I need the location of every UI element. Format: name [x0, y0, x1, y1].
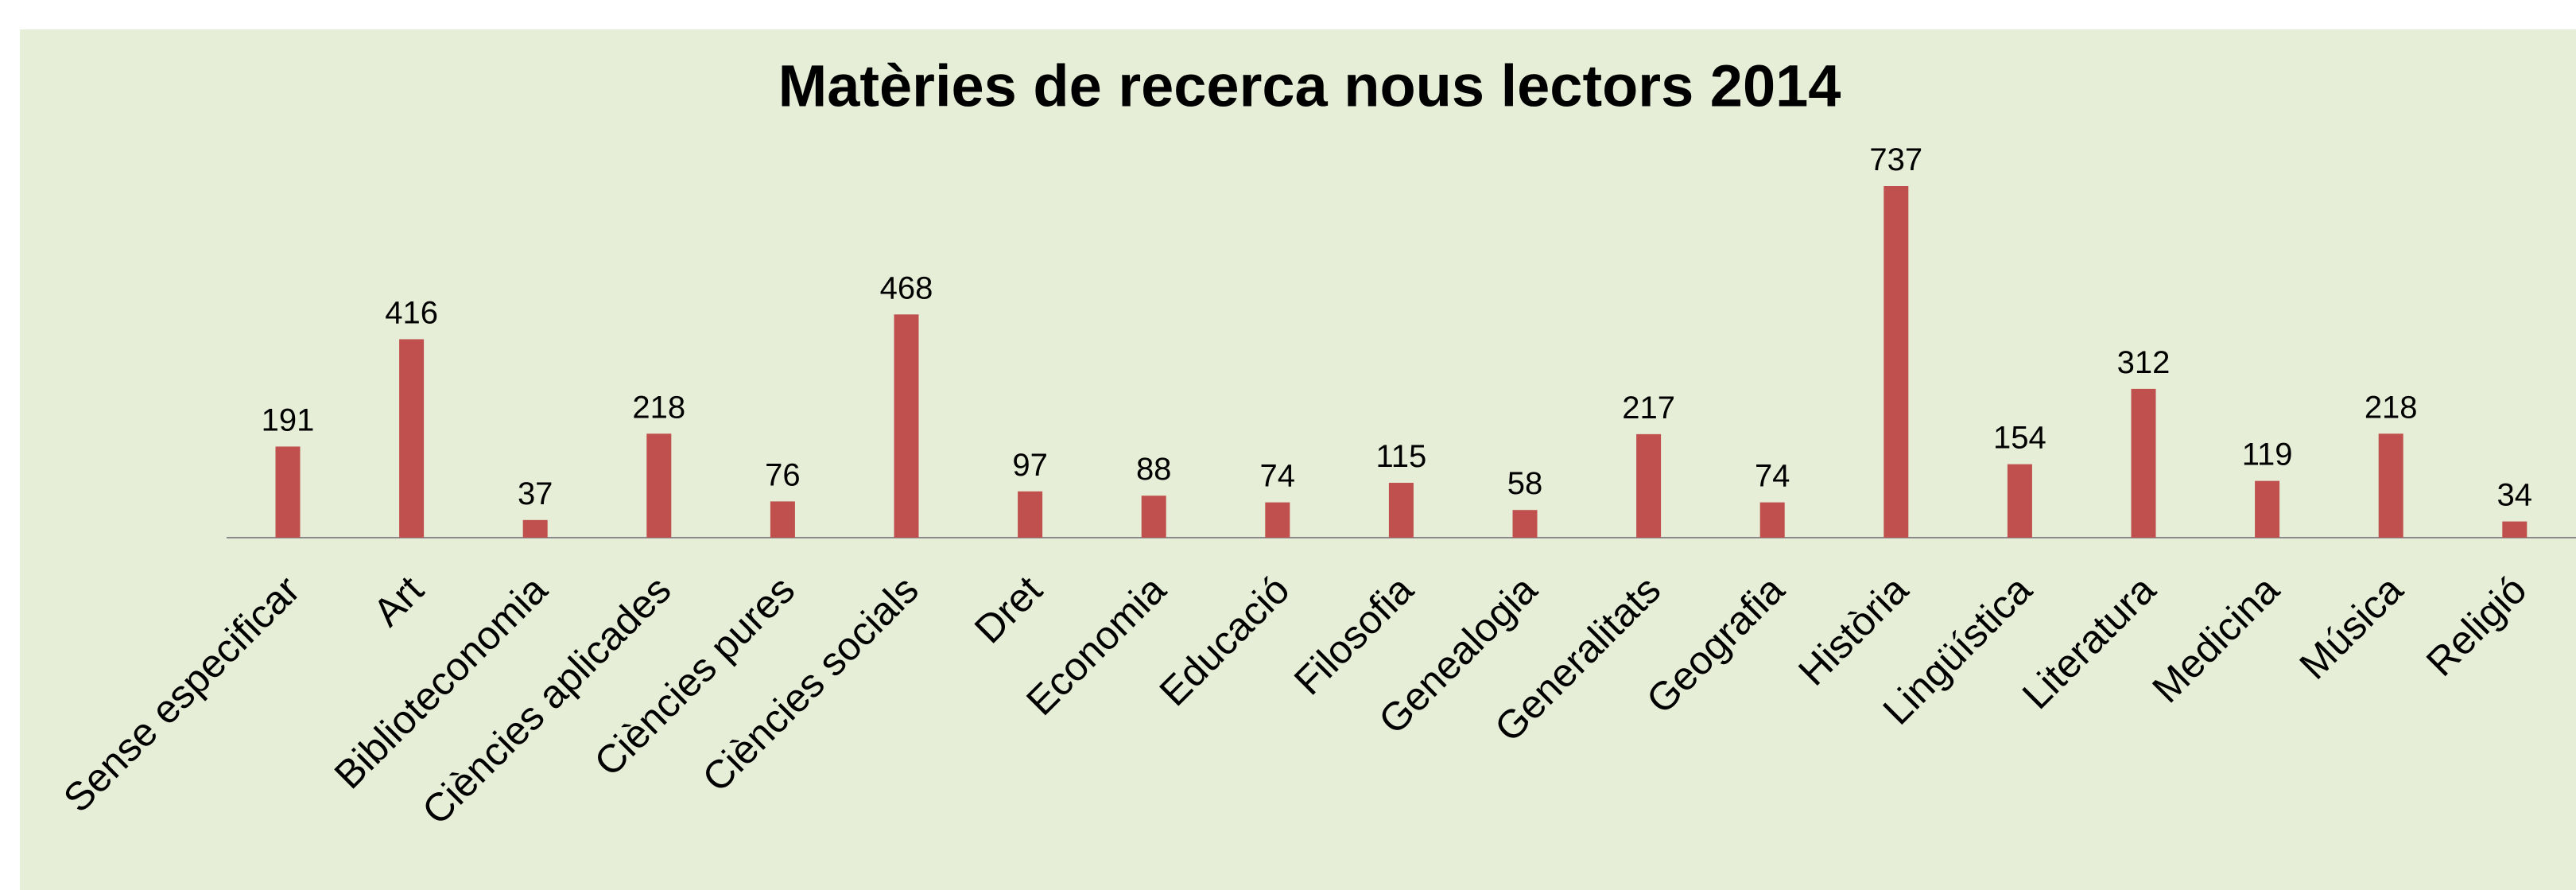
data-label: 312: [2117, 345, 2171, 380]
data-label: 74: [1755, 459, 1790, 494]
bar: [1636, 433, 1662, 538]
bar: [2255, 480, 2280, 538]
bar: [1265, 502, 1290, 538]
bar: [770, 501, 795, 538]
bar: [2378, 433, 2403, 538]
bar: [2502, 521, 2528, 538]
data-label: 468: [880, 270, 933, 305]
data-label: 34: [2497, 478, 2533, 513]
data-label: 218: [2365, 390, 2418, 425]
bar: [894, 314, 919, 538]
data-label: 58: [1507, 466, 1543, 501]
bar: [1018, 491, 1043, 538]
data-label: 191: [262, 402, 315, 437]
bar: [1141, 496, 1166, 538]
data-label: 74: [1260, 459, 1296, 494]
data-label: 416: [385, 296, 438, 331]
data-label: 217: [1622, 391, 1675, 426]
data-label: 115: [1376, 439, 1427, 474]
bar: [2007, 464, 2032, 538]
data-label: 154: [1993, 421, 2046, 456]
bar: [399, 339, 425, 538]
data-label: 88: [1136, 452, 1172, 487]
data-label: 119: [2242, 437, 2293, 472]
bar: [1388, 483, 1414, 538]
bar: [522, 519, 548, 538]
data-label: 737: [1869, 142, 1922, 177]
bar: [1759, 502, 1785, 538]
bar: [2131, 388, 2156, 538]
bar: [1512, 510, 1538, 538]
data-label: 97: [1012, 448, 1048, 483]
bar: [646, 433, 672, 538]
data-label: 37: [518, 476, 553, 511]
chart-title: Matèries de recerca nous lectors 2014: [778, 53, 1841, 119]
data-label: 218: [632, 390, 685, 425]
data-label: 76: [765, 457, 801, 492]
bar: [1884, 186, 1909, 538]
bar: [275, 446, 301, 538]
